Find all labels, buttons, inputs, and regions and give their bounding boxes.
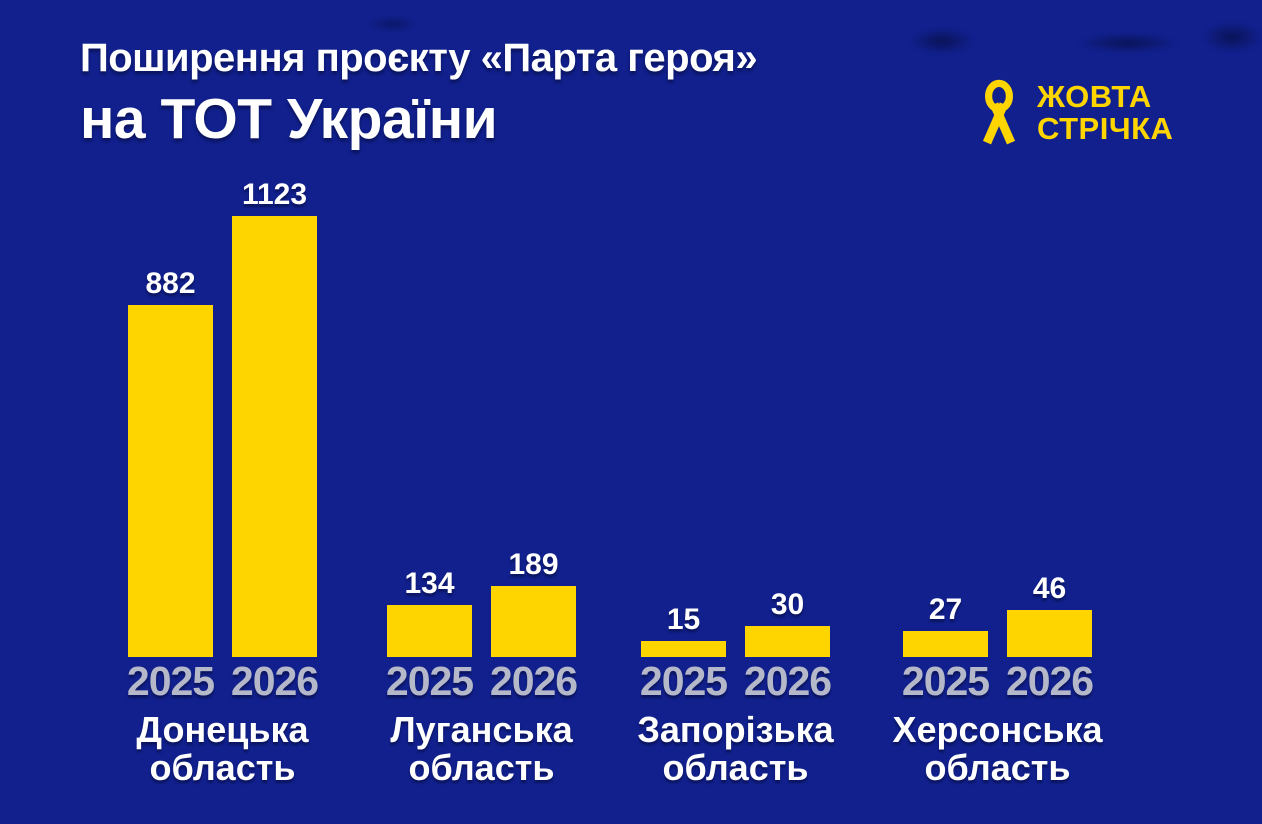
region-line-1: Херсонська — [892, 709, 1103, 750]
bar-column-2026: 189 — [491, 550, 576, 657]
region-line-2: область — [408, 747, 555, 788]
title-line-2: на ТОТ України — [80, 87, 498, 151]
year-label-2025: 2025 — [639, 657, 728, 705]
region-label-zaporizhzhia: Запорізька область — [637, 711, 833, 787]
bar-group-luhansk: 134 189 2025 2026 Луганська область — [385, 550, 578, 824]
bar-2026 — [491, 586, 576, 657]
yellow-ribbon-logo: ЖОВТА СТРІЧКА — [975, 74, 1173, 152]
region-line-2: область — [662, 747, 809, 788]
bar-group-donetsk: 882 1123 2025 2026 Донецька область — [126, 180, 319, 824]
bar-pair: 134 189 — [387, 550, 576, 657]
year-text: 2026 — [489, 657, 578, 704]
page-title: Поширення проєкту «Парта героя» на ТОТ У… — [80, 34, 758, 152]
year-label-2026: 2026 — [743, 657, 832, 705]
region-line-1: Луганська — [390, 709, 573, 750]
bar-value-label: 1123 — [241, 178, 308, 211]
region-line-1: Донецька — [136, 709, 309, 750]
year-text: 2026 — [230, 657, 319, 704]
bar-2025 — [641, 641, 726, 657]
region-label-kherson: Херсонська область — [893, 711, 1103, 787]
year-text: 2025 — [126, 657, 215, 704]
year-axis-labels: 2025 2026 — [901, 657, 1094, 705]
year-label-2026: 2026 — [489, 657, 578, 705]
bar-column-2026: 30 — [745, 590, 830, 657]
year-axis-labels: 2025 2026 — [126, 657, 319, 705]
logo-word-1: ЖОВТА — [1037, 79, 1152, 114]
bar-column-2025: 134 — [387, 569, 472, 657]
bar-value-label: 30 — [770, 588, 805, 621]
background-smudge — [1078, 33, 1178, 53]
year-axis-labels: 2025 2026 — [639, 657, 832, 705]
bar-pair: 15 30 — [641, 590, 830, 657]
bar-group-kherson: 27 46 2025 2026 Херсонська область — [893, 574, 1103, 824]
bar-value-label: 46 — [1032, 572, 1067, 605]
year-label-2026: 2026 — [1005, 657, 1094, 705]
bar-2025 — [387, 605, 472, 657]
bar-column-2026: 46 — [1007, 574, 1092, 657]
region-label-donetsk: Донецька область — [136, 711, 308, 787]
bar-2026 — [745, 626, 830, 657]
region-line-2: область — [149, 747, 296, 788]
title-line-1: Поширення проєкту «Парта героя» — [80, 36, 758, 80]
bar-column-2025: 27 — [903, 595, 988, 657]
bar-column-2026: 1123 — [232, 180, 317, 657]
year-text: 2026 — [1005, 657, 1094, 704]
year-text: 2026 — [743, 657, 832, 704]
bar-pair: 882 1123 — [128, 180, 317, 657]
bar-group-zaporizhzhia: 15 30 2025 2026 Запорізька область — [637, 590, 833, 824]
bar-2025 — [903, 631, 988, 657]
year-label-2025: 2025 — [385, 657, 474, 705]
year-text: 2025 — [385, 657, 474, 704]
year-label-2025: 2025 — [126, 657, 215, 705]
background-smudge — [1202, 22, 1262, 52]
year-label-2026: 2026 — [230, 657, 319, 705]
yellow-ribbon-icon — [982, 79, 1016, 145]
year-label-2025: 2025 — [901, 657, 990, 705]
year-text: 2025 — [901, 657, 990, 704]
bar-pair: 27 46 — [903, 574, 1092, 657]
year-axis-labels: 2025 2026 — [385, 657, 578, 705]
bar-value-label: 15 — [666, 603, 701, 636]
logo-wordmark: ЖОВТА СТРІЧКА — [1037, 81, 1173, 145]
background-smudge — [910, 28, 974, 54]
bar-value-label: 27 — [928, 593, 963, 626]
bar-2026 — [232, 216, 317, 657]
bar-2026 — [1007, 610, 1092, 657]
region-line-1: Запорізька — [637, 709, 834, 750]
bar-value-label: 189 — [508, 548, 559, 581]
bar-value-label: 134 — [404, 567, 455, 600]
logo-word-2: СТРІЧКА — [1037, 111, 1174, 146]
bar-2025 — [128, 305, 213, 657]
year-text: 2025 — [639, 657, 728, 704]
background-smudge — [368, 16, 418, 32]
region-line-2: область — [924, 747, 1071, 788]
bar-value-label: 882 — [145, 267, 196, 300]
bar-column-2025: 882 — [128, 269, 213, 657]
region-label-luhansk: Луганська область — [390, 711, 572, 787]
bar-column-2025: 15 — [641, 605, 726, 657]
